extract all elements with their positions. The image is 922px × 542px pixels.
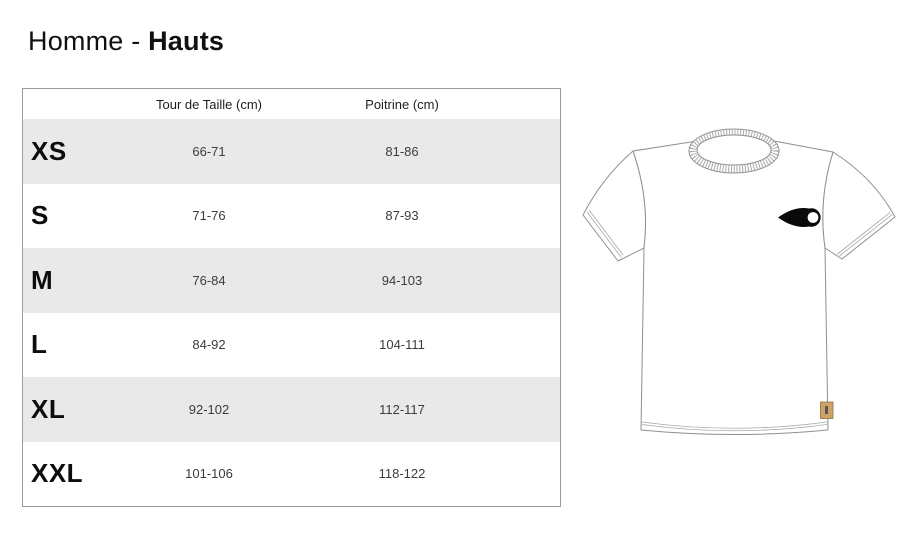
- cuff-stitching-left: [586, 210, 624, 258]
- brand-tag: [820, 401, 834, 419]
- tshirt-sleeve-left: [582, 150, 647, 262]
- size-label: XS: [31, 135, 67, 166]
- cuff-stitching-right: [837, 212, 893, 257]
- size-label: M: [31, 264, 54, 295]
- page-title-category: Homme -: [28, 26, 149, 56]
- waist-value: 92-102: [188, 401, 230, 417]
- tshirt-sleeve-right: [822, 151, 896, 260]
- chest-value: 112-117: [379, 401, 425, 417]
- tshirt-flat-sketch-svg: [582, 128, 896, 435]
- size-table-header-row: Tour de Taille (cm) Poitrine (cm): [23, 89, 560, 119]
- waist-value: 101-106: [185, 466, 233, 482]
- tshirt-body: [632, 140, 834, 435]
- size-row-xs: XS 66-71 81-86: [23, 119, 560, 184]
- size-label: S: [31, 200, 49, 231]
- tshirt-collar: [688, 128, 780, 174]
- waist-value: 71-76: [192, 208, 226, 224]
- waist-value: 66-71: [192, 143, 226, 159]
- size-row-s: S 71-76 87-93: [23, 184, 560, 249]
- comet-logo-icon: [778, 208, 821, 227]
- size-row-l: L 84-92 104-111: [23, 313, 560, 378]
- page-title-section: Hauts: [148, 26, 225, 56]
- tshirt-illustration: [582, 126, 898, 442]
- header-chest: Poitrine (cm): [365, 96, 439, 112]
- size-label: L: [31, 329, 48, 360]
- waist-value: 84-92: [192, 337, 226, 353]
- chest-value: 87-93: [385, 208, 419, 224]
- waist-value: 76-84: [192, 272, 226, 288]
- size-row-m: M 76-84 94-103: [23, 248, 560, 313]
- header-waist: Tour de Taille (cm): [156, 96, 262, 112]
- page-title: Homme - Hauts: [28, 26, 224, 57]
- chest-value: 81-86: [385, 143, 419, 159]
- chest-value: 118-122: [378, 466, 426, 482]
- chest-value: 104-111: [379, 337, 425, 353]
- size-table: Tour de Taille (cm) Poitrine (cm) XS 66-…: [22, 88, 561, 507]
- size-row-xxl: XXL 101-106 118-122: [23, 442, 560, 507]
- chest-value: 94-103: [381, 272, 423, 288]
- hem-stitching: [641, 421, 828, 432]
- size-label: XXL: [31, 458, 84, 489]
- size-row-xl: XL 92-102 112-117: [23, 377, 560, 442]
- size-label: XL: [31, 393, 66, 424]
